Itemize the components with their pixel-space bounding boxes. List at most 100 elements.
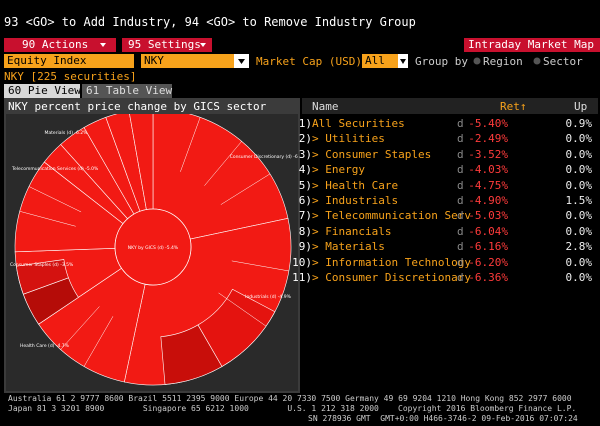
row-name: > Consumer Discretionary — [312, 271, 471, 284]
group-by-label: Group by — [415, 55, 468, 68]
pie-center — [114, 208, 192, 286]
row-up: 0.0% — [565, 147, 593, 161]
footer-line1: Australia 61 2 9777 8600 Brazil 5511 239… — [8, 394, 572, 403]
row-ret: -6.20% — [468, 255, 508, 269]
security-divider — [218, 292, 267, 327]
radio-icons — [473, 57, 541, 65]
table-row[interactable]: 7) > Telecommunication Serv d -5.03% 0.0% — [298, 208, 598, 223]
row-number: 9) — [298, 240, 312, 254]
table-header — [302, 98, 598, 114]
tab-table[interactable]: 61 Table View — [82, 84, 172, 98]
security-divider — [28, 186, 82, 213]
pie-label: NKY by GICS (d) -5.4% — [128, 245, 179, 251]
row-number: 8) — [298, 224, 312, 238]
row-number: 5) — [298, 178, 312, 192]
security-divider — [60, 306, 100, 350]
row-ret: -6.36% — [468, 271, 508, 284]
row-number: 1) — [298, 117, 312, 130]
row-name: > Telecommunication Serv — [312, 209, 471, 223]
row-flag: d — [457, 132, 464, 146]
col-name[interactable]: Name — [312, 100, 339, 113]
radio-region[interactable]: Region — [483, 55, 523, 68]
table-row[interactable]: 9) > Materials d -6.16% 2.8% — [298, 239, 598, 254]
command-line: 93 <GO> to Add Industry, 94 <GO> to Remo… — [4, 15, 416, 29]
row-name: > Health Care — [312, 178, 399, 192]
row-ret: -6.16% — [468, 240, 508, 254]
table-row[interactable]: 2) > Utilities d -2.49% 0.0% — [299, 131, 598, 146]
table-row[interactable]: 1) All Securities d -5.40% 0.9% — [298, 116, 598, 131]
table-row[interactable]: 6) > Industrials d -4.90% 1.5% — [299, 193, 598, 208]
row-flag: d — [457, 271, 464, 284]
security-divider — [19, 211, 76, 227]
col-ret[interactable]: Ret↑ — [500, 100, 527, 113]
row-number: 4) — [298, 163, 312, 177]
footer-copyright: Copyright 2016 Bloomberg Finance L.P. — [398, 404, 577, 413]
row-flag: d — [457, 163, 464, 177]
row-up: 0.0% — [565, 209, 593, 223]
pie-label: Industrials (d) -4.9% — [245, 294, 291, 300]
col-up[interactable]: Up — [574, 100, 588, 113]
row-name: > Consumer Staples — [312, 147, 432, 161]
universe: NKY [225 securities] — [4, 70, 137, 83]
security-wedge — [16, 259, 69, 295]
security-wedge — [160, 324, 223, 385]
row-up: 0.0% — [565, 255, 593, 269]
row-up: 1.5% — [565, 194, 593, 207]
sunburst: NKY by GICS (d) -5.4% Materials (d) -6.2%… — [6, 114, 298, 391]
actions-button[interactable]: 90 Actions — [4, 38, 116, 52]
row-flag: d — [457, 255, 464, 269]
security-divider — [231, 260, 289, 272]
row-name: > Financials — [312, 224, 392, 238]
security-divider — [180, 117, 201, 172]
table-row[interactable]: 11) > Consumer Discretionary d -6.36% 0.0% — [292, 270, 598, 285]
row-up: 0.0% — [565, 132, 593, 146]
row-ret: -5.40% — [468, 117, 508, 130]
row-flag: d — [457, 117, 464, 130]
filter-field[interactable]: All — [362, 54, 408, 68]
settings-button[interactable]: 95 Settings — [122, 38, 212, 52]
row-name: > Information Technology — [312, 255, 471, 269]
row-ret: -4.75% — [468, 178, 508, 192]
row-up: 0.9% — [565, 117, 593, 130]
row-ret: -2.49% — [468, 132, 508, 146]
source-field[interactable]: Equity Index — [4, 54, 134, 68]
row-name: > Materials — [312, 240, 385, 254]
row-up: 0.0% — [565, 178, 593, 192]
table-row[interactable]: 3) > Consumer Staples d -3.52% 0.0% — [298, 147, 598, 162]
row-ret: -5.03% — [468, 209, 508, 223]
radio-sector[interactable]: Sector — [543, 55, 583, 68]
row-ret: -4.90% — [468, 194, 508, 207]
row-name: > Industrials — [312, 194, 399, 207]
field-arrows — [234, 54, 408, 68]
table-row[interactable]: 8) > Financials d -6.04% 0.0% — [298, 224, 598, 239]
row-number: 11) — [292, 271, 312, 284]
table-row[interactable]: 10) > Information Technology d -6.20% 0.0% — [292, 255, 598, 270]
pie-label: Health Care (d) -4.7% — [20, 343, 70, 349]
footer-line2: Japan 81 3 3201 8900 Singapore 65 6212 1… — [8, 404, 379, 413]
security-divider — [83, 316, 114, 367]
dropdown-arrows — [100, 43, 206, 47]
row-flag: d — [457, 147, 464, 161]
footer-line3: SN 278936 GMT GMT+0:00 H466-3746-2 09-Fe… — [308, 414, 578, 423]
security-divider — [220, 173, 271, 205]
row-flag: d — [457, 240, 464, 254]
row-name: > Utilities — [312, 132, 385, 146]
row-number: 10) — [292, 255, 312, 269]
row-flag: d — [457, 224, 464, 238]
pie-label: Telecommunication Services (d) -5.0% — [11, 166, 99, 172]
pie-label: Consumer Discretionary (d) -6.3% — [230, 154, 298, 160]
tab-pie[interactable]: 60 Pie View — [4, 84, 81, 98]
row-number: 3) — [298, 147, 312, 161]
row-name: All Securities — [312, 117, 405, 130]
row-up: 0.0% — [565, 271, 593, 284]
table-row[interactable]: 4) > Energy d -4.03% 0.0% — [298, 162, 598, 177]
ticker-field[interactable]: NKY — [141, 54, 249, 68]
row-name: > Energy — [312, 163, 365, 177]
pie-label: Consumer Staples (d) -3.5% — [10, 262, 74, 268]
row-number: 7) — [298, 209, 312, 223]
measure-label: Market Cap (USD) — [256, 55, 362, 68]
row-ret: -6.04% — [468, 224, 508, 238]
security-divider — [204, 141, 242, 186]
table-row[interactable]: 5) > Health Care d -4.75% 0.0% — [298, 178, 598, 193]
